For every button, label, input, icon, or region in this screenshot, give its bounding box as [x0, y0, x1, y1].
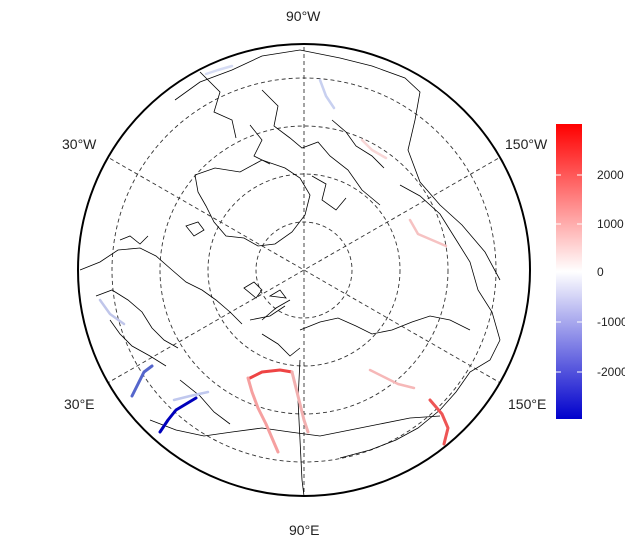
- colorbar-tick-label: -2000: [597, 365, 625, 379]
- colorbar-tick-label: -1000: [597, 315, 625, 329]
- longitude-label-90w: 90°W: [286, 8, 321, 24]
- longitude-label-150w: 150°W: [505, 136, 548, 152]
- colorbar-tick-label: 0: [597, 265, 604, 279]
- colorbar-tick-label: 2000: [597, 168, 624, 182]
- longitude-label-30w: 30°W: [62, 136, 97, 152]
- map-frame: [77, 43, 531, 497]
- colorbar-tick-label: 1000: [597, 217, 624, 231]
- colorbar-ticks: [556, 174, 582, 373]
- graticule-meridians: [103, 44, 505, 496]
- longitude-label-30e: 30°E: [64, 396, 95, 412]
- river-values: [98, 64, 450, 454]
- longitude-label-90e: 90°E: [289, 522, 320, 538]
- longitude-label-150e: 150°E: [508, 396, 547, 412]
